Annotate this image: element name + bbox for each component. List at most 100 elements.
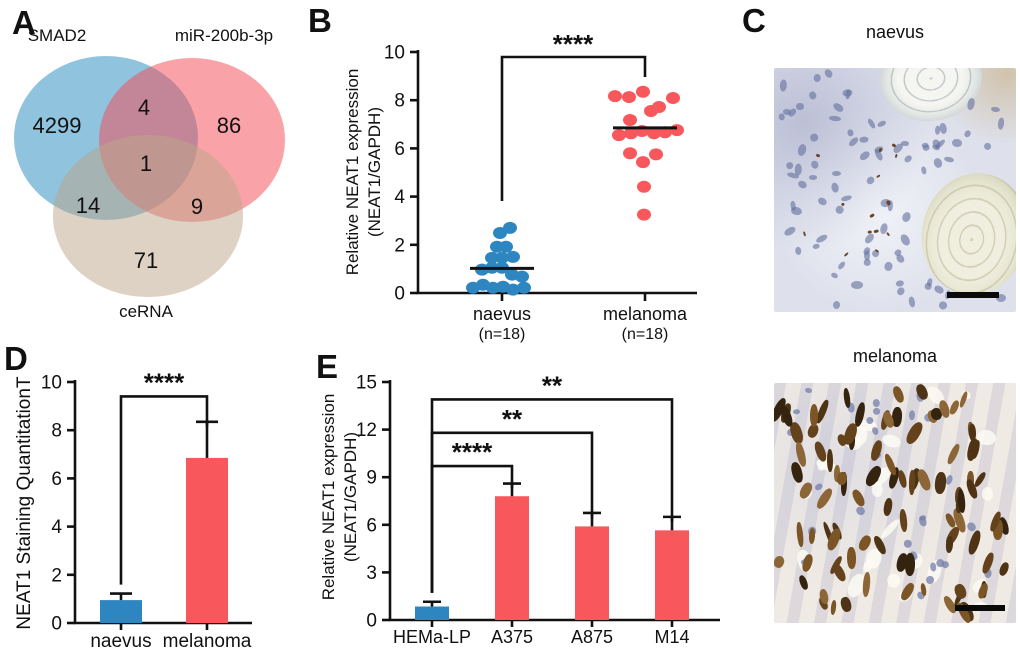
melanoma-cell [808, 527, 816, 545]
cell-nucleus [834, 204, 846, 216]
histology-title-melanoma: melanoma [852, 346, 938, 366]
cell-nucleus [927, 277, 934, 287]
scatter-point [506, 250, 520, 263]
melanoma-cell [846, 546, 857, 569]
melanoma-cell [826, 448, 834, 472]
y-axis-label: Relative NEAT1 expression [319, 394, 338, 601]
venn-count-smad2-only: 4299 [33, 113, 82, 138]
blue-nucleus [908, 409, 916, 420]
scatter-point [637, 180, 651, 193]
blue-nucleus [929, 562, 937, 572]
cell-nucleus [813, 73, 821, 82]
scatter-point [517, 281, 531, 294]
cell-nucleus [816, 195, 828, 207]
y-tick-label: 6 [366, 515, 377, 536]
y-tick-label: 10 [41, 373, 62, 394]
cell-nucleus [822, 68, 834, 79]
panel-label-a: A [12, 4, 36, 41]
tissue-gap [981, 487, 993, 502]
melanoma-cell [898, 508, 908, 533]
brown-fleck [874, 229, 880, 234]
cell-nucleus [903, 153, 914, 164]
y-tick-label: 6 [51, 469, 62, 490]
scatter-point [670, 124, 684, 137]
blue-nucleus [903, 539, 914, 550]
y-tick-label: 2 [51, 565, 62, 586]
scatter-point [636, 85, 650, 98]
venn-count-cerna-only: 71 [134, 248, 158, 273]
cell-nucleus [846, 128, 855, 137]
blue-nucleus [804, 386, 813, 394]
cell-nucleus [990, 106, 1001, 113]
significance-label: **** [452, 437, 493, 467]
scatter-point [506, 283, 520, 296]
panel-label-b: B [308, 2, 332, 39]
significance-label: ** [542, 370, 563, 400]
melanoma-cell [842, 388, 852, 409]
scatter-point [485, 251, 499, 264]
significance-label: ** [502, 404, 523, 434]
melanoma-cell [819, 588, 830, 605]
scatter-point [644, 105, 658, 118]
scatter-point [623, 113, 637, 126]
panel-label-d: D [4, 340, 28, 377]
panel-label-c: C [742, 2, 766, 39]
scatter-point [622, 91, 636, 104]
brown-fleck [875, 174, 881, 179]
category-label: melanoma [603, 304, 688, 324]
scatter-point [636, 156, 650, 169]
y-tick-label: 12 [356, 420, 377, 441]
cell-nucleus [808, 90, 818, 100]
y-tick-label: 15 [356, 373, 377, 394]
venn-count-center: 1 [140, 151, 152, 176]
cell-nucleus [829, 182, 840, 194]
panel-label-e: E [316, 348, 339, 385]
scatter-point [649, 148, 663, 161]
brown-fleck [885, 232, 890, 237]
y-axis-label: Relative NEAT1 expression [343, 69, 362, 276]
cell-nucleus [794, 246, 802, 256]
category-label: naevus [90, 631, 151, 652]
histology-image-naevus [774, 68, 1016, 312]
venn-circle-cerna [53, 135, 243, 297]
y-tick-label: 0 [51, 614, 62, 635]
y-tick-label: 0 [394, 284, 405, 305]
cell-nucleus [896, 286, 907, 297]
cell-nucleus [811, 243, 820, 250]
melanoma-cell [915, 468, 933, 492]
scatter-point [624, 127, 638, 140]
melanoma-cell [810, 403, 819, 427]
cell-nucleus [857, 149, 871, 163]
melanoma-cell [868, 438, 884, 462]
bar [495, 496, 529, 620]
cell-nucleus [783, 225, 797, 238]
cell-nucleus [815, 233, 829, 244]
melanoma-cell [797, 574, 810, 591]
y-tick-label: 9 [366, 468, 377, 489]
scatter-point [493, 226, 507, 239]
significance-bracket [430, 398, 674, 593]
cell-nucleus [789, 200, 797, 211]
tissue-gap [886, 573, 902, 589]
blue-nucleus [871, 406, 882, 417]
cell-nucleus [907, 295, 916, 309]
scatter-point [499, 240, 513, 253]
venn-set-label-mir: miR-200b-3p [175, 26, 273, 45]
cell-nucleus [922, 144, 930, 152]
brown-fleck [802, 230, 807, 237]
melanoma-cell [945, 535, 955, 553]
cell-nucleus [932, 157, 944, 170]
melanoma-cell [945, 442, 961, 466]
scatter-point [666, 92, 680, 105]
y-tick-label: 0 [366, 611, 377, 632]
cell-nucleus [982, 142, 993, 152]
brown-fleck [843, 252, 849, 257]
significance-bracket [119, 395, 209, 585]
category-label: A875 [571, 627, 613, 647]
category-label: A375 [491, 627, 533, 647]
cell-nucleus [943, 156, 955, 164]
cell-nucleus [962, 129, 972, 139]
cell-nucleus [900, 211, 913, 225]
scatter-chart-neat1-tissue: 0 2 4 6 8 10 Relative NEAT1 expression (NEAT1/G… [343, 29, 697, 343]
